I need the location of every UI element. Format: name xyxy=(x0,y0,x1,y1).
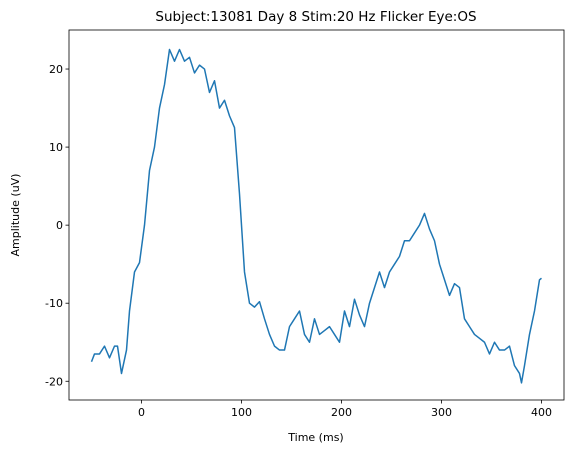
x-tick-label: 200 xyxy=(331,406,352,419)
y-tick-label: 20 xyxy=(49,63,63,76)
chart-title: Subject:13081 Day 8 Stim:20 Hz Flicker E… xyxy=(155,9,476,25)
data-line xyxy=(90,48,542,384)
x-tick-label: 0 xyxy=(138,406,145,419)
x-tick-label: 100 xyxy=(231,406,252,419)
x-tick-label: 400 xyxy=(531,406,552,419)
y-axis-label: Amplitude (uV) xyxy=(9,174,22,257)
y-tick-label: -10 xyxy=(45,297,63,310)
y-tick-label: 10 xyxy=(49,141,63,154)
plot-frame xyxy=(68,29,565,401)
y-tick-label: -20 xyxy=(45,375,63,388)
x-tick-label: 300 xyxy=(431,406,452,419)
y-tick-label: 0 xyxy=(56,219,63,232)
x-axis-label: Time (ms) xyxy=(287,431,343,444)
